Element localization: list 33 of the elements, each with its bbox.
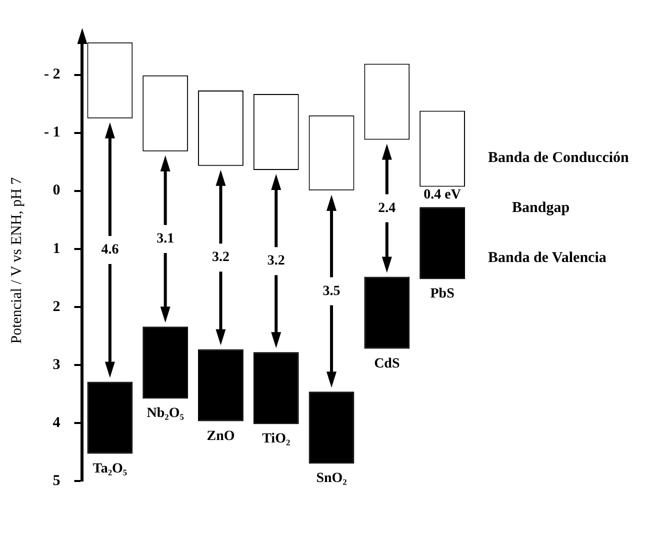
y-axis-title: Potencial / V vs ENH, pH 7 xyxy=(8,176,25,344)
y-tick-label: 0 xyxy=(52,182,60,199)
y-tick-label: 1 xyxy=(52,240,60,257)
y-tick-label: 5 xyxy=(52,472,60,489)
annotation: 4.6 xyxy=(101,242,119,258)
y-tick-label: 2 xyxy=(52,298,60,315)
y-tick-label: - 1 xyxy=(44,124,60,141)
annotation: 0.4 eV xyxy=(424,188,461,203)
bar xyxy=(198,349,244,422)
x-tick-label: SnO₂ xyxy=(316,471,347,486)
y-tick-label: 3 xyxy=(52,356,60,373)
bar xyxy=(364,276,410,349)
bar xyxy=(142,326,188,399)
x-tick-label: CdS xyxy=(374,356,400,372)
annotation: 3.5 xyxy=(322,284,340,299)
text: Banda de Valencia xyxy=(488,250,606,267)
y-tick-label: - 2 xyxy=(44,66,60,83)
bar xyxy=(308,392,354,464)
x-tick-label: ZnO xyxy=(206,428,235,444)
text: Banda de Conducción xyxy=(488,150,629,167)
x-tick-label: Ta₂O₅ xyxy=(92,461,128,476)
x-tick-label: TiO₂ xyxy=(262,432,290,447)
bar xyxy=(420,207,466,280)
x-tick-label: Nb₂O₅ xyxy=(146,406,184,422)
annotation: 2.4 xyxy=(378,200,396,216)
annotation: 3.1 xyxy=(156,232,174,247)
bar xyxy=(87,382,133,454)
x-tick-label: PbS xyxy=(430,286,455,302)
bar xyxy=(253,352,299,424)
y-tick-label: 4 xyxy=(52,414,61,431)
annotation: 3.2 xyxy=(267,254,285,269)
annotation: 3.2 xyxy=(212,250,230,266)
text: Bandgap xyxy=(512,200,570,217)
